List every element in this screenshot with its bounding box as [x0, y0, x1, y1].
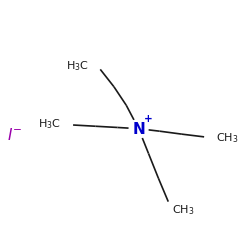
- Text: $I^{-}$: $I^{-}$: [7, 127, 23, 143]
- Text: $\mathregular{H_3C}$: $\mathregular{H_3C}$: [66, 59, 89, 72]
- Text: $\mathregular{N}$: $\mathregular{N}$: [132, 121, 145, 137]
- Circle shape: [129, 119, 148, 138]
- Text: +: +: [144, 114, 152, 124]
- Text: $\mathregular{H_3C}$: $\mathregular{H_3C}$: [38, 117, 61, 131]
- Text: $\mathregular{CH_3}$: $\mathregular{CH_3}$: [216, 132, 238, 145]
- Text: $\mathregular{CH_3}$: $\mathregular{CH_3}$: [172, 204, 195, 217]
